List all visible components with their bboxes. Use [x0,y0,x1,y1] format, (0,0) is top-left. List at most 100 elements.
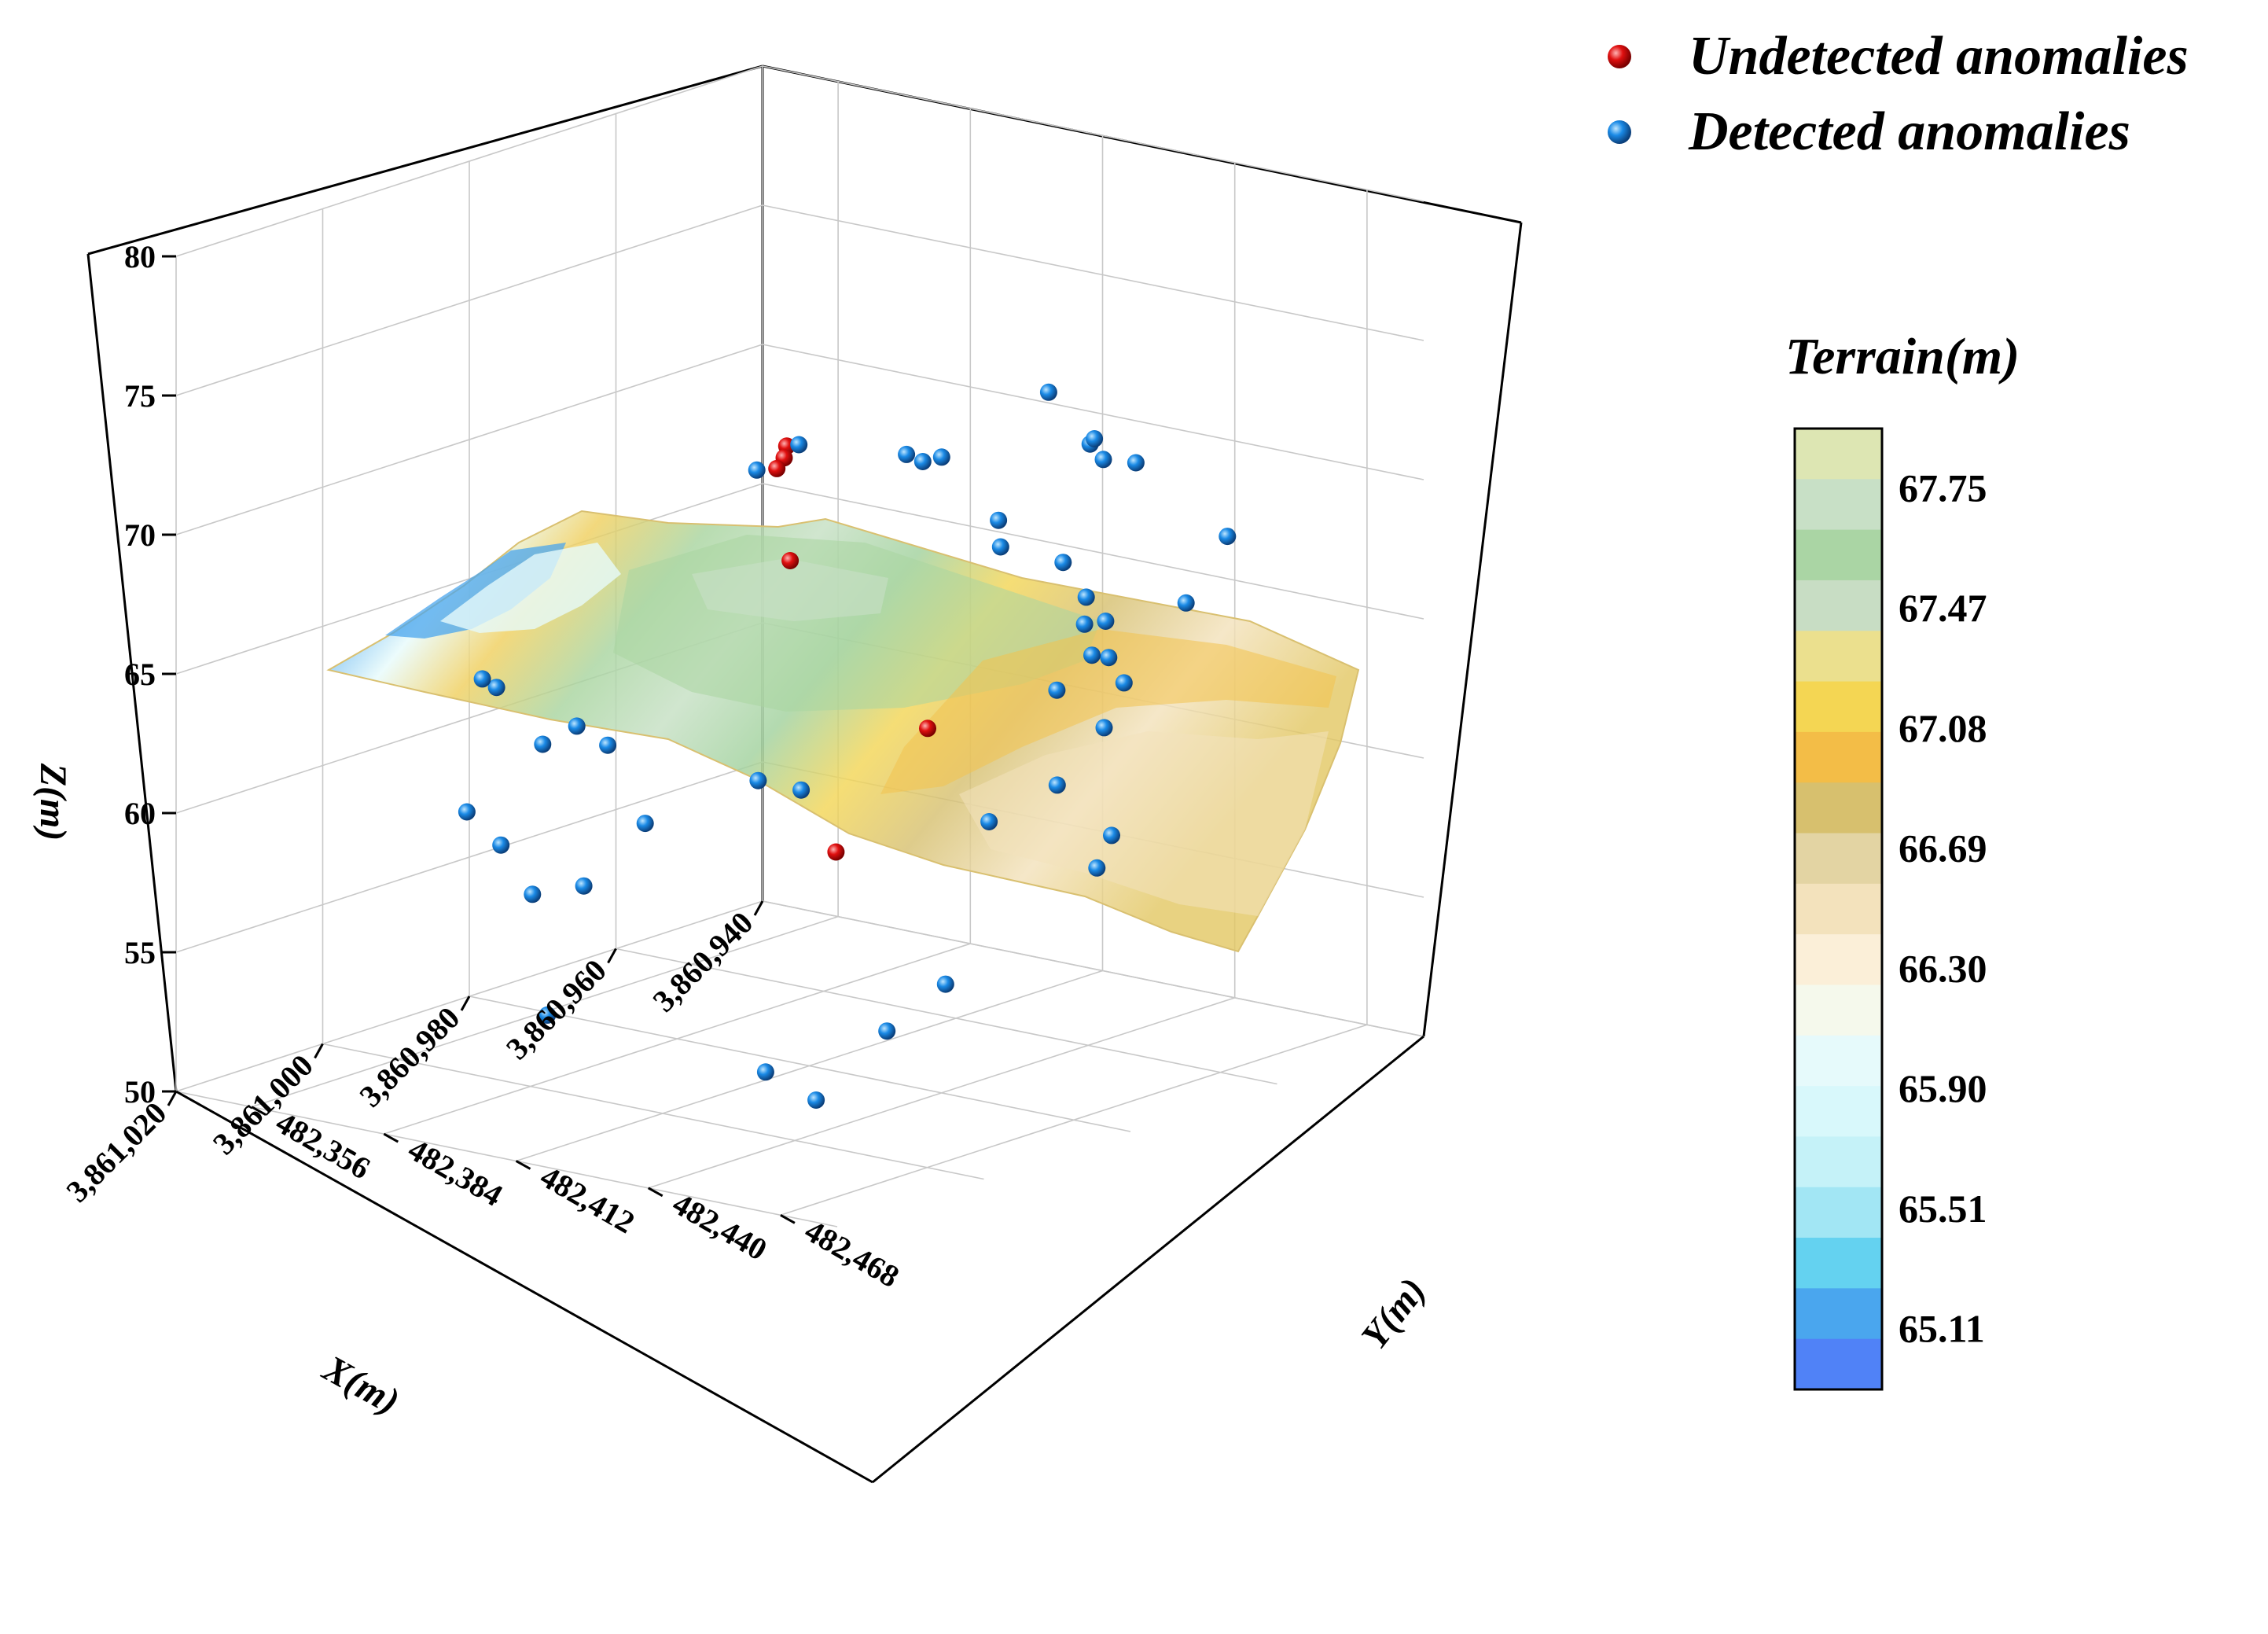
detected-anomaly-point [980,813,998,830]
colorbar-band [1795,934,1882,986]
z-axis-line [86,253,178,1092]
colorbar-label: 65.90 [1899,1066,1987,1110]
detected-anomaly-point [534,735,552,753]
x-axis-line [175,1090,873,1484]
box-edge-right-vertical [1422,222,1523,1037]
detected-anomaly-point [1039,383,1057,401]
detected-anomaly-point [790,436,808,454]
colorbar-band [1795,631,1882,683]
x-tick-label: 3,860,980 [352,1000,466,1114]
y-tick-label: 482,412 [535,1158,641,1240]
detected-anomaly-point [748,461,766,479]
detected-anomaly-point [1097,613,1115,630]
legend-marker-detected [1608,120,1631,144]
legend-label-detected: Detected anomalies [1688,101,2130,162]
detected-anomaly-point [487,679,505,697]
colorbar-band [1795,1187,1882,1238]
colorbar-label: 65.51 [1899,1187,1987,1231]
y-axis-line [872,1035,1424,1484]
detected-anomaly-point [1177,594,1195,612]
x-tick-mark [167,1091,178,1106]
detected-anomaly-point [807,1091,825,1109]
colorbar-bands [1795,429,1882,1390]
colorbar-label: 66.69 [1899,826,1987,870]
y-tick-labels: 482,356 482,384 482,412 482,440 482,468 [251,1104,905,1294]
z-tick-label: 80 [124,239,156,274]
terrain-surface [326,510,1360,953]
colorbar-border [1793,427,1884,1391]
y-tick-mark [515,1160,531,1170]
legend: Undetected anomalies Detected anomalies [1608,26,2189,162]
colorbar-band [1795,681,1882,733]
colorbar-band [1795,1288,1882,1340]
y-axis-title: Y(m) [1354,1270,1434,1356]
x-tick-label: 3,860,960 [499,952,613,1066]
undetected-anomaly-point [827,843,845,861]
grid-line-x-floor [762,900,1424,1037]
detected-anomaly-point [1100,649,1118,667]
grid-line-x-floor [469,995,1131,1132]
undetected-anomaly-point [781,552,799,569]
colorbar-band [1795,1136,1882,1188]
grid-line-x-floor [175,1091,838,1227]
y-tick-label: 482,384 [403,1132,509,1213]
detected-anomaly-point [1094,451,1112,469]
grid-line-z-right [762,204,1424,341]
colorbar-band [1795,1086,1882,1138]
colorbar-title: Terrain(m) [1785,328,2020,385]
detected-anomaly-point [473,670,491,688]
grid-line-y-floor [780,1024,1368,1216]
colorbar-label: 67.75 [1899,466,1987,510]
grid-line-y-floor [648,997,1235,1189]
terrain-yellow-band [880,629,1336,794]
colorbar-label: 65.11 [1899,1307,1985,1351]
legend-item-undetected: Undetected anomalies [1608,26,2189,86]
undetected-anomaly-point [919,719,936,738]
legend-marker-undetected [1608,45,1631,68]
grid-line-y-floor [516,970,1103,1162]
box-edge-back-top [87,64,763,256]
colorbar-labels: 67.75 67.47 67.08 66.69 66.30 65.90 65.51 65.11 [1899,466,1987,1350]
y-tick-mark [780,1213,796,1224]
detected-anomaly-point [936,975,954,993]
grid-line-z-right [762,65,1424,202]
z-tick-label: 55 [124,935,156,970]
detected-anomaly-point [492,836,510,854]
grid-line-y-floor [384,943,971,1135]
detected-anomaly-point [913,453,932,470]
z-tick-labels: 50 55 60 65 70 75 80 [124,239,176,1110]
colorbar-band [1795,1238,1882,1289]
detected-anomaly-point [1219,528,1237,546]
colorbar-label: 67.47 [1899,586,1987,630]
terrain-light-green-region [692,558,888,621]
terrain-tan-band [959,731,1329,916]
undetected-anomaly-point [768,459,786,477]
x-tick-mark [753,900,764,916]
legend-item-detected: Detected anomalies [1608,101,2130,162]
colorbar-band [1795,833,1882,885]
detected-anomaly-point [1103,826,1120,845]
terrain-depression-cyan [440,543,621,633]
x-tick-mark [314,1043,324,1059]
colorbar-band [1795,984,1882,1036]
detected-anomaly-point [568,717,586,735]
grid-line-z-right [762,483,1424,620]
detected-anomaly-point [1048,681,1066,699]
colorbar-band [1795,1338,1882,1390]
colorbar-band [1795,580,1882,631]
y-tick-mark [647,1187,663,1198]
colorbar-band [1795,731,1882,783]
detected-anomaly-point [749,771,767,789]
x-axis-title: X(m) [315,1347,406,1422]
axis-lines [175,1035,1424,1484]
legend-label-undetected: Undetected anomalies [1689,26,2189,86]
colorbar-band [1795,1035,1882,1087]
colorbar: Terrain(m) 67.75 67.47 67.08 66.69 66.30 65.9… [1785,328,2020,1391]
colorbar-band [1795,529,1882,581]
z-axis-title: Z(m) [32,763,74,841]
detected-anomaly-point [1095,719,1113,737]
colorbar-band [1795,883,1882,935]
colorbar-label: 67.08 [1899,706,1987,750]
colorbar-band [1795,782,1882,834]
x-tick-mark [460,995,471,1011]
